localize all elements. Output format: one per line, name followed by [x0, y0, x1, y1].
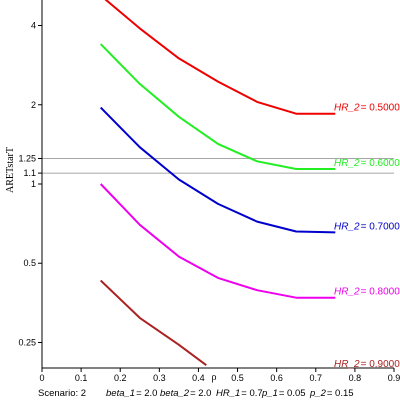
y-tick-label: 1.25	[18, 153, 36, 163]
x-tick-label: 0.5	[231, 373, 244, 383]
footer-param-name: beta_2	[160, 388, 190, 399]
series-line-3	[99, 183, 336, 299]
series-line-1	[99, 43, 336, 170]
series-label-3: HR_2= 0.8000	[334, 287, 400, 298]
series-label-2: HR_2= 0.7000	[334, 221, 400, 232]
x-tick-label: 0.3	[153, 373, 166, 383]
y-tick-label: 0.25	[18, 337, 36, 347]
series-label-name: HR_2	[334, 103, 360, 114]
axes	[41, 0, 394, 369]
x-tick-label: 0.4	[192, 373, 205, 383]
y-tick-label: 4	[31, 21, 36, 31]
footer-param-name: p_2	[309, 388, 327, 399]
x-tick-label: 0.1	[75, 373, 88, 383]
footer-param-name: p_1	[261, 388, 278, 399]
parameter-footer: Scenario: 2 beta_1= 2.0 beta_2= 2.0 HR_1= …	[38, 388, 354, 399]
footer-param-value: = 0.05	[279, 388, 306, 399]
footer-param-value: = 2.0	[190, 388, 211, 399]
scenario-label: Scenario: 2	[38, 388, 86, 399]
y-ticks: 0.25 0.5 11.1 1.25 2 4	[18, 21, 42, 347]
y-tick-label: 2	[31, 100, 36, 110]
footer-param-value: = 0.15	[327, 388, 354, 399]
x-axis-title: ρ	[212, 372, 217, 383]
series-line-4	[100, 279, 207, 367]
series-lines	[99, 0, 336, 367]
series-label-value: = 0.6000	[361, 158, 400, 169]
y-tick-label: 1.1	[23, 168, 36, 178]
footer-param: beta_2= 2.0	[160, 388, 211, 399]
footer-param: HR_1= 0.7	[216, 388, 263, 399]
series-label-name: HR_2	[334, 359, 360, 370]
series-label-name: HR_2	[334, 158, 360, 169]
reference-lines	[42, 158, 394, 174]
series-label-value: = 0.7000	[361, 221, 400, 232]
footer-param-value: = 0.7	[241, 388, 262, 399]
x-tick-label: 0.9	[388, 373, 400, 383]
series-line-0	[104, 0, 336, 115]
series-label-value: = 0.8000	[361, 287, 400, 298]
footer-param-name: HR_1	[216, 388, 240, 399]
footer-param: beta_1= 2.0	[106, 388, 157, 399]
footer-param: p_1= 0.05	[261, 388, 306, 399]
x-tick-label: 0.2	[114, 373, 127, 383]
footer-param-name: beta_1	[106, 388, 135, 399]
x-tick-label: 0.8	[349, 373, 362, 383]
y-axis-title: ARETstarT	[5, 147, 16, 193]
series-label-name: HR_2	[334, 287, 360, 298]
footer-param-value: = 2.0	[136, 388, 157, 399]
series-line-2	[99, 106, 336, 234]
x-tick-label: 0.7	[310, 373, 323, 383]
series-label-name: HR_2	[334, 221, 360, 232]
y-tick-label: 1	[31, 179, 36, 189]
y-tick-label: 0.5	[23, 258, 36, 268]
series-label-0: HR_2= 0.5000	[334, 103, 400, 114]
x-ticks: 0 0.1 0.2 0.3 0.4 0.5 0.6 0.7 0.8 0.9	[39, 368, 400, 383]
footer-param: p_2= 0.15	[309, 388, 354, 399]
x-tick-label: 0	[39, 373, 44, 383]
series-label-value: = 0.5000	[361, 103, 400, 114]
series-label-4: HR_2= 0.9000	[334, 359, 400, 370]
x-tick-label: 0.6	[270, 373, 283, 383]
series-label-value: = 0.9000	[361, 359, 400, 370]
series-label-1: HR_2= 0.6000	[334, 158, 400, 169]
